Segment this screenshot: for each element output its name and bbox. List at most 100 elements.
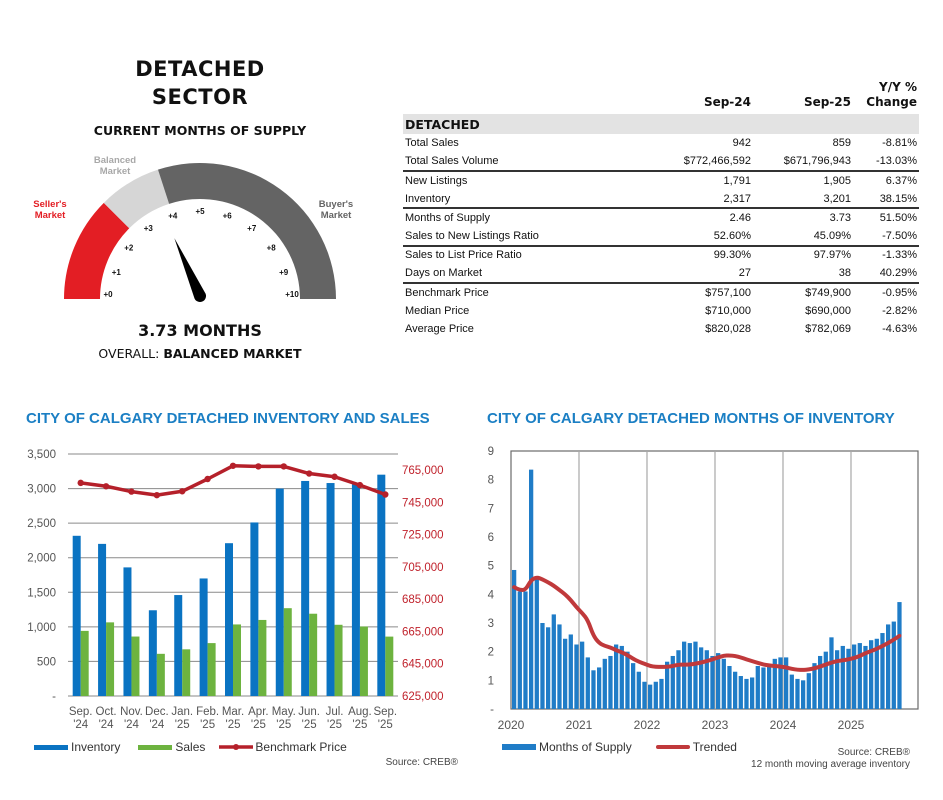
- x-tick-label-year: '25: [200, 719, 215, 731]
- gauge-tick-label: +4: [168, 211, 178, 220]
- legend-inventory-label: Inventory: [71, 740, 121, 754]
- x-tick-label-year: '25: [226, 719, 241, 731]
- gauge-tick-label: +7: [247, 224, 257, 233]
- header-change: Y/Y % Change: [853, 80, 919, 114]
- months-supply-bar: [648, 684, 653, 709]
- benchmark-price-point: [280, 463, 287, 470]
- months-supply-bar: [534, 578, 539, 709]
- months-supply-bar: [597, 667, 602, 709]
- months-supply-bar: [897, 602, 902, 709]
- x-tick-label-year: '24: [73, 719, 89, 731]
- table-row: Inventory 2,317 3,201 38.15%: [403, 189, 919, 210]
- x-tick-label-month: May.: [272, 706, 296, 718]
- row-sep25-value: $782,069: [805, 323, 851, 336]
- benchmark-price-point: [356, 481, 364, 489]
- benchmark-price-point: [305, 470, 313, 477]
- inventory-bar: [123, 567, 132, 696]
- gauge-tick-label: +9: [279, 268, 289, 277]
- header-label: [403, 80, 653, 114]
- gauge-zone-0: [64, 202, 130, 299]
- gauge-zone-1: [103, 169, 170, 229]
- months-supply-bar: [716, 653, 721, 709]
- row-sep24-value: $710,000: [705, 304, 751, 317]
- x-tick-label-month: Feb.: [196, 706, 219, 718]
- gauge-tick-label: +3: [144, 224, 154, 233]
- row-change-value: -4.63%: [882, 323, 917, 336]
- x-tick-label-year: '25: [251, 719, 266, 731]
- x-tick-label-month: Sep.: [373, 706, 397, 718]
- inventory-bar: [174, 595, 183, 696]
- months-supply-bar: [546, 627, 551, 709]
- right-source-line2: 12 month moving average inventory: [751, 759, 910, 770]
- gauge-tick-label: +0: [103, 290, 113, 299]
- row-sep25-value: $749,900: [805, 286, 851, 299]
- row-change-value: 40.29%: [853, 264, 919, 284]
- months-supply-bar: [869, 640, 874, 709]
- overall-prefix: OVERALL:: [98, 346, 164, 361]
- gauge-zone-label-1: Balanced Market: [94, 155, 136, 177]
- months-supply-bar: [682, 641, 687, 709]
- y-tick-label: 5: [488, 561, 494, 573]
- months-supply-bar: [631, 663, 636, 709]
- x-tick-label-month: Jun.: [298, 706, 320, 718]
- months-supply-bar: [670, 655, 675, 709]
- sales-bar: [80, 630, 89, 696]
- y-right-tick-label: 685,000: [402, 594, 444, 606]
- left-chart-source: Source: CREB®: [385, 757, 458, 768]
- months-supply-bar: [846, 648, 851, 709]
- months-supply-bar: [784, 657, 789, 709]
- months-supply-bar: [523, 591, 528, 709]
- benchmark-price-point: [102, 483, 110, 490]
- months-supply-bar: [625, 651, 630, 709]
- legend-sales-swatch: [138, 744, 173, 750]
- y-left-tick-label: 1,500: [27, 587, 56, 599]
- months-supply-bar: [812, 663, 817, 709]
- row-sep25-value: 45.09%: [753, 226, 853, 247]
- zone-label-line2: Market: [321, 210, 352, 221]
- x-tick-label-month: Dec.: [145, 706, 169, 718]
- benchmark-price-point: [128, 488, 135, 495]
- months-supply-bar: [778, 657, 783, 709]
- sales-bar: [359, 626, 368, 696]
- gauge-tick-label: +1: [112, 268, 122, 277]
- row-label: Median Price: [405, 304, 470, 317]
- months-supply-bar: [636, 671, 641, 709]
- row-label: Inventory: [403, 189, 653, 210]
- months-supply-bar: [574, 644, 579, 709]
- gauge-zone-label-0: Seller's Market: [33, 199, 66, 221]
- months-supply-bar: [744, 678, 749, 709]
- y-tick-label: 9: [488, 446, 494, 458]
- gauge-tick-label: +2: [124, 243, 134, 252]
- months-of-inventory-chart-title: CITY OF CALGARY DETACHED MONTHS OF INVEN…: [487, 410, 895, 427]
- table-row: Benchmark Price $757,100 $749,900 -0.95%: [403, 283, 919, 302]
- months-supply-bar: [591, 670, 596, 709]
- months-supply-bar: [653, 681, 658, 709]
- x-tick-label-month: Apr.: [248, 706, 268, 718]
- y-tick-label: 8: [488, 475, 494, 487]
- trended-line: [512, 575, 902, 672]
- x-tick-label-year: '25: [327, 719, 342, 731]
- row-change-value: 6.37%: [885, 174, 917, 187]
- x-tick-label-month: Oct.: [96, 706, 117, 718]
- months-supply-bar: [699, 647, 704, 709]
- table-row: Sales to New Listings Ratio 52.60% 45.09% -…: [403, 226, 919, 247]
- months-supply-bar: [665, 661, 670, 709]
- y-tick-label: 4: [488, 589, 495, 601]
- months-supply-bar: [619, 645, 624, 709]
- legend-trended-label: Trended: [692, 740, 737, 754]
- zone-label-line1: Seller's: [33, 199, 66, 210]
- sector-title-line2: SECTOR: [151, 85, 249, 109]
- y-left-tick-label: 3,500: [27, 449, 56, 461]
- sales-bar: [334, 624, 343, 696]
- x-tick-label: 2020: [498, 718, 525, 730]
- y-right-tick-label: 765,000: [402, 465, 444, 477]
- y-left-tick-label: 500: [37, 656, 56, 668]
- table-row: Total Sales 942 859 -8.81%: [403, 134, 919, 153]
- zone-label-line1: Buyer's: [319, 199, 353, 210]
- x-tick-label: 2021: [566, 718, 593, 730]
- row-sep25-value: 1,905: [823, 174, 851, 187]
- row-sep25-value: $671,796,943: [753, 152, 853, 173]
- inventory-bar: [148, 610, 157, 696]
- benchmark-price-point: [77, 479, 84, 487]
- x-tick-label-month: Nov.: [120, 706, 143, 718]
